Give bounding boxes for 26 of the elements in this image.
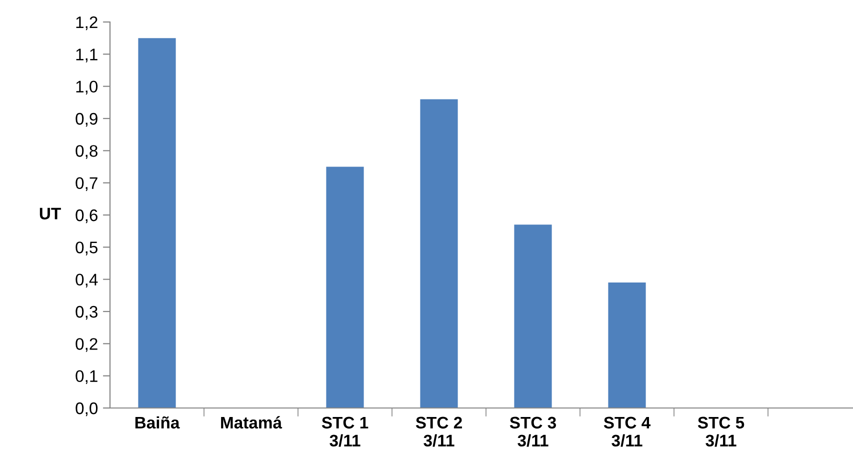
y-axis-title: UT [40,208,61,220]
y-tick-label: 0,5 [76,242,98,256]
y-tick-label: 0,4 [76,274,98,288]
y-tick-label: 1,1 [76,48,98,62]
x-tick-label: Baiña [135,416,180,429]
bar [326,166,364,408]
y-tick-label: 0,7 [76,177,98,192]
bar [514,224,552,408]
x-tick-label: STC 3 3/11 [510,416,556,447]
y-tick-label: 0,0 [76,402,98,416]
y-tick-label: 0,3 [76,306,98,320]
x-tick-label: STC 5 3/11 [698,416,744,447]
y-tick-label: 1,0 [76,80,98,95]
y-tick-label: 1,2 [76,16,98,30]
bar [608,282,646,408]
y-tick-label: 0,9 [76,112,98,127]
y-tick-label: 0,1 [76,370,98,384]
y-tick-label: 0,6 [76,209,98,224]
y-tick-label: 0,8 [76,145,98,159]
x-tick-label: STC 2 3/11 [416,416,462,447]
bar [138,38,176,408]
x-tick-label: Matamá [221,416,282,429]
y-tick-label: 0,2 [76,338,98,352]
bar [420,99,458,408]
x-tick-label: STC 1 3/11 [322,416,368,447]
x-tick-label: STC 4 3/11 [604,416,651,447]
